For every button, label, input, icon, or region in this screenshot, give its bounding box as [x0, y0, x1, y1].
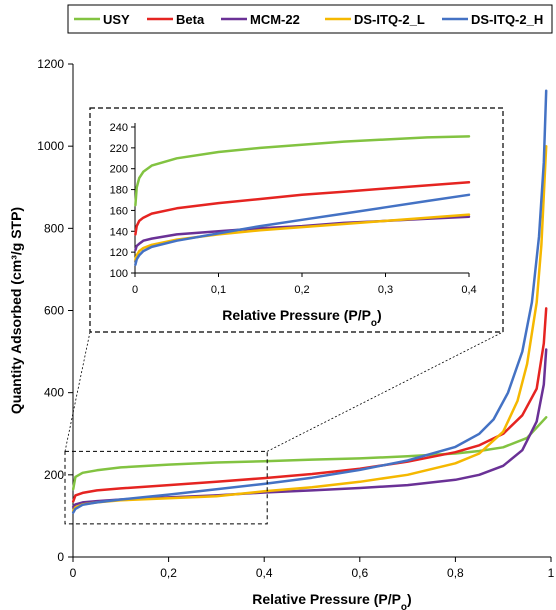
- y-tick-label: 200: [44, 468, 64, 482]
- inset-x-tick-label: 0,3: [378, 284, 393, 296]
- series-line-ds-itq-2-h: [71, 89, 548, 514]
- zoom-guides: [64, 331, 504, 525]
- legend-label: USY: [103, 12, 130, 27]
- y-tick-label: 1000: [37, 139, 64, 153]
- inset-y-tick-label: 100: [110, 268, 128, 280]
- inset-y-tick-label: 120: [110, 247, 128, 259]
- inset-y-tick-label: 160: [110, 205, 128, 217]
- inset-y-tick-label: 140: [110, 226, 128, 238]
- series-line-beta: [71, 307, 548, 503]
- x-axis-title: Relative Pressure (P/Po): [252, 591, 411, 610]
- y-tick-label: 400: [44, 386, 64, 400]
- inset-x-tick-label: 0: [132, 284, 138, 296]
- zoom-guide-line: [64, 331, 91, 452]
- y-tick-label: 1200: [37, 57, 64, 71]
- legend-label: Beta: [176, 12, 205, 27]
- inset-y-tick-label: 180: [110, 185, 128, 197]
- inset-y-tick-label: 240: [110, 122, 128, 134]
- zoom-guide-line: [267, 331, 504, 452]
- inset-y-tick-label: 200: [110, 164, 128, 176]
- legend-label: DS-ITQ-2_L: [354, 12, 425, 27]
- x-tick-label: 0,2: [160, 566, 177, 580]
- legend-label: MCM-22: [250, 12, 300, 27]
- inset-x-axis-title-close: ): [377, 307, 382, 323]
- y-tick-label: 0: [57, 550, 64, 564]
- inset-series-line-beta: [134, 181, 471, 236]
- inset-x-tick-label: 0,2: [294, 284, 309, 296]
- legend: USY Beta MCM-22 DS-ITQ-2_L DS-ITQ-2_H: [67, 4, 553, 34]
- main-series: [71, 89, 548, 514]
- y-tick-label: 800: [44, 221, 64, 235]
- inset-x-axis-title-subscript: o: [371, 318, 377, 329]
- inset-series-line-usy: [134, 135, 471, 207]
- x-tick-label: 0: [70, 566, 77, 580]
- x-tick-label: 0,4: [256, 566, 273, 580]
- inset-series-line-ds-itq-2-h: [134, 193, 471, 266]
- legend-label: DS-ITQ-2_H: [471, 12, 543, 27]
- y-axis-title: Quantity Adsorbed (cm³/g STP): [8, 207, 24, 414]
- inset-x-tick-label: 0,4: [461, 284, 476, 296]
- series-line-mcm-22: [71, 348, 548, 509]
- inset-series: [134, 135, 471, 266]
- inset-y-tick-label: 220: [110, 143, 128, 155]
- zoom-region-box: [64, 450, 268, 525]
- series-line-usy: [71, 416, 548, 491]
- x-axis-title-close: ): [407, 591, 412, 607]
- y-tick-label: 600: [44, 304, 64, 318]
- x-tick-label: 0,6: [351, 566, 368, 580]
- x-tick-label: 0,8: [447, 566, 464, 580]
- inset-x-tick-label: 0,1: [211, 284, 226, 296]
- x-tick-label: 1: [548, 566, 555, 580]
- x-axis-title-subscript: o: [401, 602, 407, 610]
